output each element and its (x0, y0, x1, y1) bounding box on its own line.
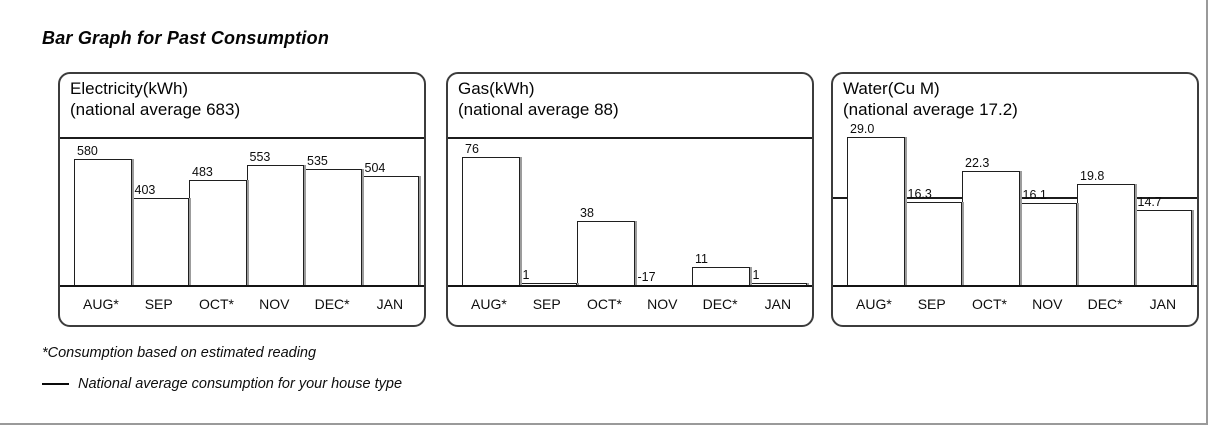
chart-title: Electricity(kWh) (70, 79, 189, 98)
bar-value-label: 14.7 (1137, 194, 1162, 209)
month-axis: AUG* SEP OCT* NOV DEC* JAN (72, 296, 419, 312)
x-axis-baseline (60, 285, 424, 287)
national-average-line (60, 137, 424, 139)
bar-OCT-electricity (189, 180, 247, 285)
bar-SEP-electricity (131, 197, 189, 285)
legend-national-average: National average consumption for your ho… (42, 376, 402, 392)
bar-value-label: 580 (77, 144, 98, 159)
month-label: AUG* (856, 296, 892, 312)
bar-SEP-gas (519, 283, 577, 285)
page-title: Bar Graph for Past Consumption (42, 28, 330, 48)
national-average-line (448, 137, 812, 139)
month-label: SEP (917, 296, 946, 312)
chart-subtitle: (national average 88) (458, 100, 619, 119)
bar-JAN-water (1134, 209, 1192, 285)
bar-DEC-gas (692, 266, 750, 285)
chart-panel-gas: Gas(kWh) (national average 88) 76 1 38 -17 11 1… (446, 72, 814, 327)
bar-DEC-water (1077, 183, 1135, 285)
chart-panel-electricity: Electricity(kWh) (national average 683) 58… (58, 72, 426, 327)
month-label: OCT* (971, 296, 1007, 312)
chart-header-water: Water(Cu M) (national average 17.2) (843, 78, 1018, 120)
month-label: JAN (376, 296, 404, 312)
bar-OCT-water (962, 171, 1020, 285)
bar-SEP-water (904, 201, 962, 285)
chart-header-electricity: Electricity(kWh) (national average 683) (70, 78, 240, 120)
month-label: OCT* (586, 296, 622, 312)
footnote-estimated-reading: *Consumption based on estimated reading (42, 345, 317, 361)
bar-value-label: 76 (465, 142, 479, 157)
month-label: AUG* (471, 296, 507, 312)
bar-value-label: 19.8 (1080, 168, 1105, 183)
bar-value-label: 1 (522, 268, 530, 283)
bar-value-label: -17 (637, 270, 656, 284)
month-label: NOV (259, 296, 290, 312)
bar-NOV-water (1019, 202, 1077, 285)
month-label: OCT* (198, 296, 234, 312)
month-axis: AUG* SEP OCT* NOV DEC* JAN (460, 296, 807, 312)
chart-subtitle: (national average 683) (70, 100, 241, 119)
chart-header-gas: Gas(kWh) (national average 88) (458, 78, 619, 120)
legend-average-text: National average consumption for your ho… (78, 376, 403, 392)
month-label: DEC* (314, 296, 350, 312)
chart-subtitle: (national average 17.2) (843, 100, 1018, 119)
month-label: DEC* (1087, 296, 1123, 312)
bar-value-label: 16.1 (1022, 187, 1047, 202)
bar-value-label: 16.3 (907, 186, 932, 201)
chart-title: Gas(kWh) (458, 79, 535, 98)
chart-panel-water: Water(Cu M) (national average 17.2) 29.0 16… (831, 72, 1199, 327)
bar-value-label: 535 (307, 154, 328, 169)
bar-value-label: 1 (752, 268, 760, 283)
x-axis-baseline (448, 285, 812, 287)
bar-value-label: 22.3 (965, 156, 990, 171)
month-axis: AUG* SEP OCT* NOV DEC* JAN (845, 296, 1192, 312)
chart-title: Water(Cu M) (843, 79, 940, 98)
bar-JAN-electricity (361, 175, 419, 285)
bar-NOV-electricity (246, 165, 304, 285)
bar-value-label: 29.0 (850, 122, 875, 136)
month-label: NOV (1032, 296, 1063, 312)
average-line-icon (42, 383, 69, 385)
month-label: JAN (1149, 296, 1177, 312)
month-label: SEP (144, 296, 173, 312)
x-axis-baseline (833, 285, 1197, 287)
bar-AUG-water (847, 137, 905, 285)
bar-AUG-gas (462, 157, 520, 285)
bar-AUG-electricity (74, 159, 132, 285)
month-label: DEC* (702, 296, 738, 312)
bar-value-label: 483 (192, 165, 213, 180)
bar-OCT-gas (577, 221, 635, 285)
bar-DEC-electricity (304, 169, 362, 285)
bar-value-label: 11 (695, 251, 708, 266)
month-label: SEP (532, 296, 561, 312)
month-label: NOV (647, 296, 678, 312)
bar-value-label: 403 (134, 182, 156, 197)
bar-value-label: 504 (364, 160, 386, 175)
bar-JAN-gas (749, 283, 807, 285)
bar-value-label: 553 (249, 150, 271, 165)
month-label: JAN (764, 296, 792, 312)
month-label: AUG* (83, 296, 119, 312)
bar-value-label: 38 (580, 206, 594, 221)
